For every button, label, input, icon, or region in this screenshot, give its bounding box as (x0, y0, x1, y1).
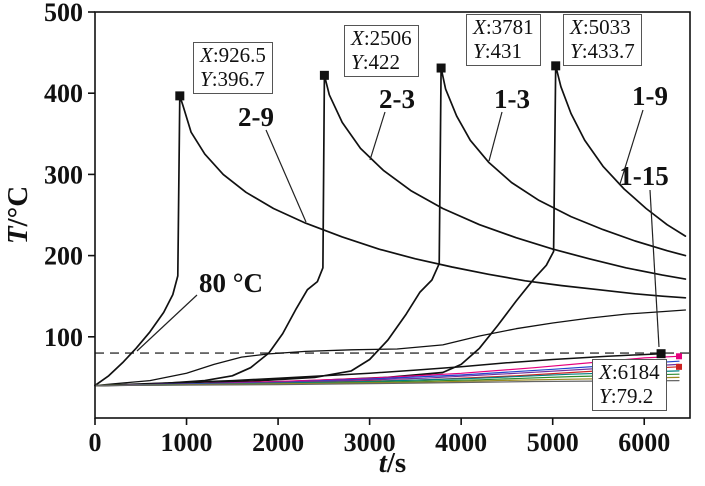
series-2-9 (94, 95, 687, 387)
peak-marker (436, 63, 446, 73)
datatip-box: X:6184 Y:79.2 (592, 359, 667, 412)
y-tick-label: 300 (44, 160, 83, 189)
curve-label: 1-15 (619, 161, 669, 191)
datatip-line: Y:433.7 (570, 38, 635, 63)
datatip-box: X:926.5 Y:396.7 (193, 42, 273, 95)
y-tick-label: 500 (44, 0, 83, 27)
curve-label: 80 °C (199, 268, 263, 298)
x-tick-label: 0 (89, 428, 102, 457)
series-cell-gray (94, 380, 680, 387)
datatip-box: X:3781 Y:431 (466, 14, 541, 67)
label-leader-line (649, 189, 660, 348)
curve-label: 1-3 (494, 84, 530, 114)
series-1-3 (94, 67, 687, 387)
x-tick-label: 4000 (435, 428, 487, 457)
datatip-line: X:5033 (570, 15, 631, 39)
series-end-marker-cell-magenta (676, 353, 683, 360)
curve-label: 1-9 (632, 81, 668, 111)
datatip-line: Y:79.2 (599, 383, 654, 408)
x-tick-label: 5000 (527, 428, 579, 457)
datatip-line: X:926.5 (200, 43, 266, 67)
peak-marker (175, 91, 185, 101)
datatip-line: X:6184 (599, 360, 660, 384)
label-leader-line (488, 111, 503, 162)
x-tick-label: 6000 (618, 428, 670, 457)
y-tick-label: 400 (44, 79, 83, 108)
curve-label: 2-9 (238, 102, 274, 132)
label-leader-line (619, 109, 644, 185)
datatip-line: X:2506 (351, 26, 412, 50)
series-2-3 (94, 74, 687, 387)
label-leader-line (136, 294, 198, 352)
datatip-line: Y:422 (351, 49, 401, 74)
x-tick-label: 1000 (161, 428, 213, 457)
datatip-box: X:5033 Y:433.7 (563, 14, 642, 67)
label-leader-line (265, 129, 307, 223)
y-axis-label: T/°C (2, 186, 34, 244)
y-tick-label: 100 (44, 323, 83, 352)
datatip-line: Y:431 (473, 38, 523, 63)
y-tick-label: 200 (44, 242, 83, 271)
plot-frame (94, 11, 691, 419)
datatip-line: X:3781 (473, 15, 534, 39)
series-end-marker-cell-red (676, 363, 683, 370)
peak-marker (551, 61, 561, 71)
x-axis-label: t/s (379, 447, 406, 479)
x-tick-label: 2000 (252, 428, 304, 457)
datatip-box: X:2506 Y:422 (344, 25, 419, 78)
series-1-15 (94, 352, 662, 387)
series-row2-neighbor (94, 309, 687, 387)
datatip-line: Y:396.7 (200, 66, 265, 91)
peak-marker (319, 70, 329, 80)
x-tick-label: 3000 (344, 428, 396, 457)
curve-label: 2-3 (379, 84, 415, 114)
peak-marker (656, 349, 666, 359)
label-leader-line (369, 111, 386, 161)
